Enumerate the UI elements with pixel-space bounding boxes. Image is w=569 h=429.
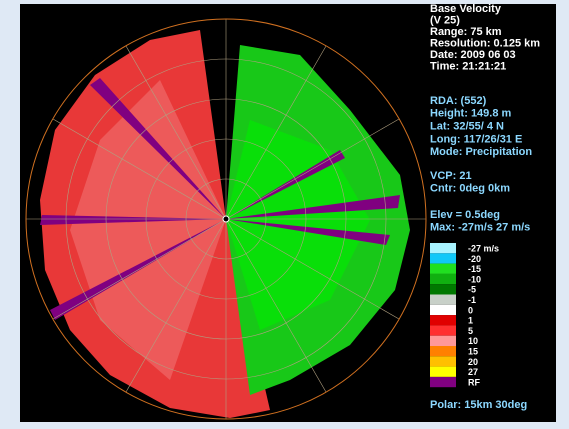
legend-label: 20: [468, 357, 478, 367]
legend-label: -20: [468, 254, 481, 264]
legend-swatch: [430, 376, 456, 388]
legend-label: -27 m/s: [468, 244, 499, 254]
legend-swatch: [430, 294, 456, 305]
info-line: RDA: (552): [430, 95, 487, 107]
legend-swatch: [430, 356, 456, 367]
legend-label: -15: [468, 264, 481, 274]
info-line: Range: 75 km: [430, 26, 502, 38]
legend-label: 27: [468, 367, 478, 377]
legend-label: -5: [468, 285, 476, 295]
legend-label: 5: [468, 326, 473, 336]
legend-swatch: [430, 304, 456, 316]
legend-label: -1: [468, 295, 476, 305]
info-line: Date: 2009 06 03: [430, 49, 516, 61]
info-line: Base Velocity: [430, 3, 502, 15]
legend-swatch: [430, 366, 456, 377]
legend-swatch: [430, 253, 456, 264]
info-line: Resolution: 0.125 km: [430, 37, 540, 49]
polar-info: Polar: 15km 30deg: [430, 399, 527, 411]
legend-swatch: [430, 335, 456, 346]
info-line: Mode: Precipitation: [430, 146, 532, 158]
info-line: (V 25): [430, 14, 460, 26]
info-line: Height: 149.8 m: [430, 108, 512, 120]
info-line: Lat: 32/55/ 4 N: [430, 121, 504, 133]
radar-display: [25, 18, 427, 420]
legend-swatch: [430, 263, 456, 274]
info-line: Cntr: 0deg 0km: [430, 182, 510, 194]
bright-green: [226, 120, 370, 330]
range-limit: [25, 18, 427, 420]
legend-swatch: [430, 346, 456, 357]
legend-swatch: [430, 284, 456, 295]
legend-label: RF: [468, 377, 480, 387]
legend-swatch: [430, 243, 456, 254]
info-line: VCP: 21: [430, 170, 472, 182]
info-line: Elev = 0.5deg: [430, 209, 500, 221]
legend-swatch: [430, 325, 456, 336]
legend-label: -10: [468, 274, 481, 284]
info-panel: Base Velocity(V 25)Range: 75 kmResolutio…: [430, 3, 540, 411]
pink-echo: [70, 80, 226, 380]
radar-site: [222, 215, 230, 223]
info-line: Time: 21:21:21: [430, 60, 506, 72]
legend-label: 15: [468, 347, 478, 357]
legend-label: 10: [468, 336, 478, 346]
legend-swatch: [430, 273, 456, 285]
legend-swatch: [430, 315, 456, 326]
legend-label: 1: [468, 316, 473, 326]
info-line: Max: -27m/s 27 m/s: [430, 221, 530, 233]
info-line: Long: 117/26/31 E: [430, 133, 522, 145]
legend-label: 0: [468, 305, 473, 315]
